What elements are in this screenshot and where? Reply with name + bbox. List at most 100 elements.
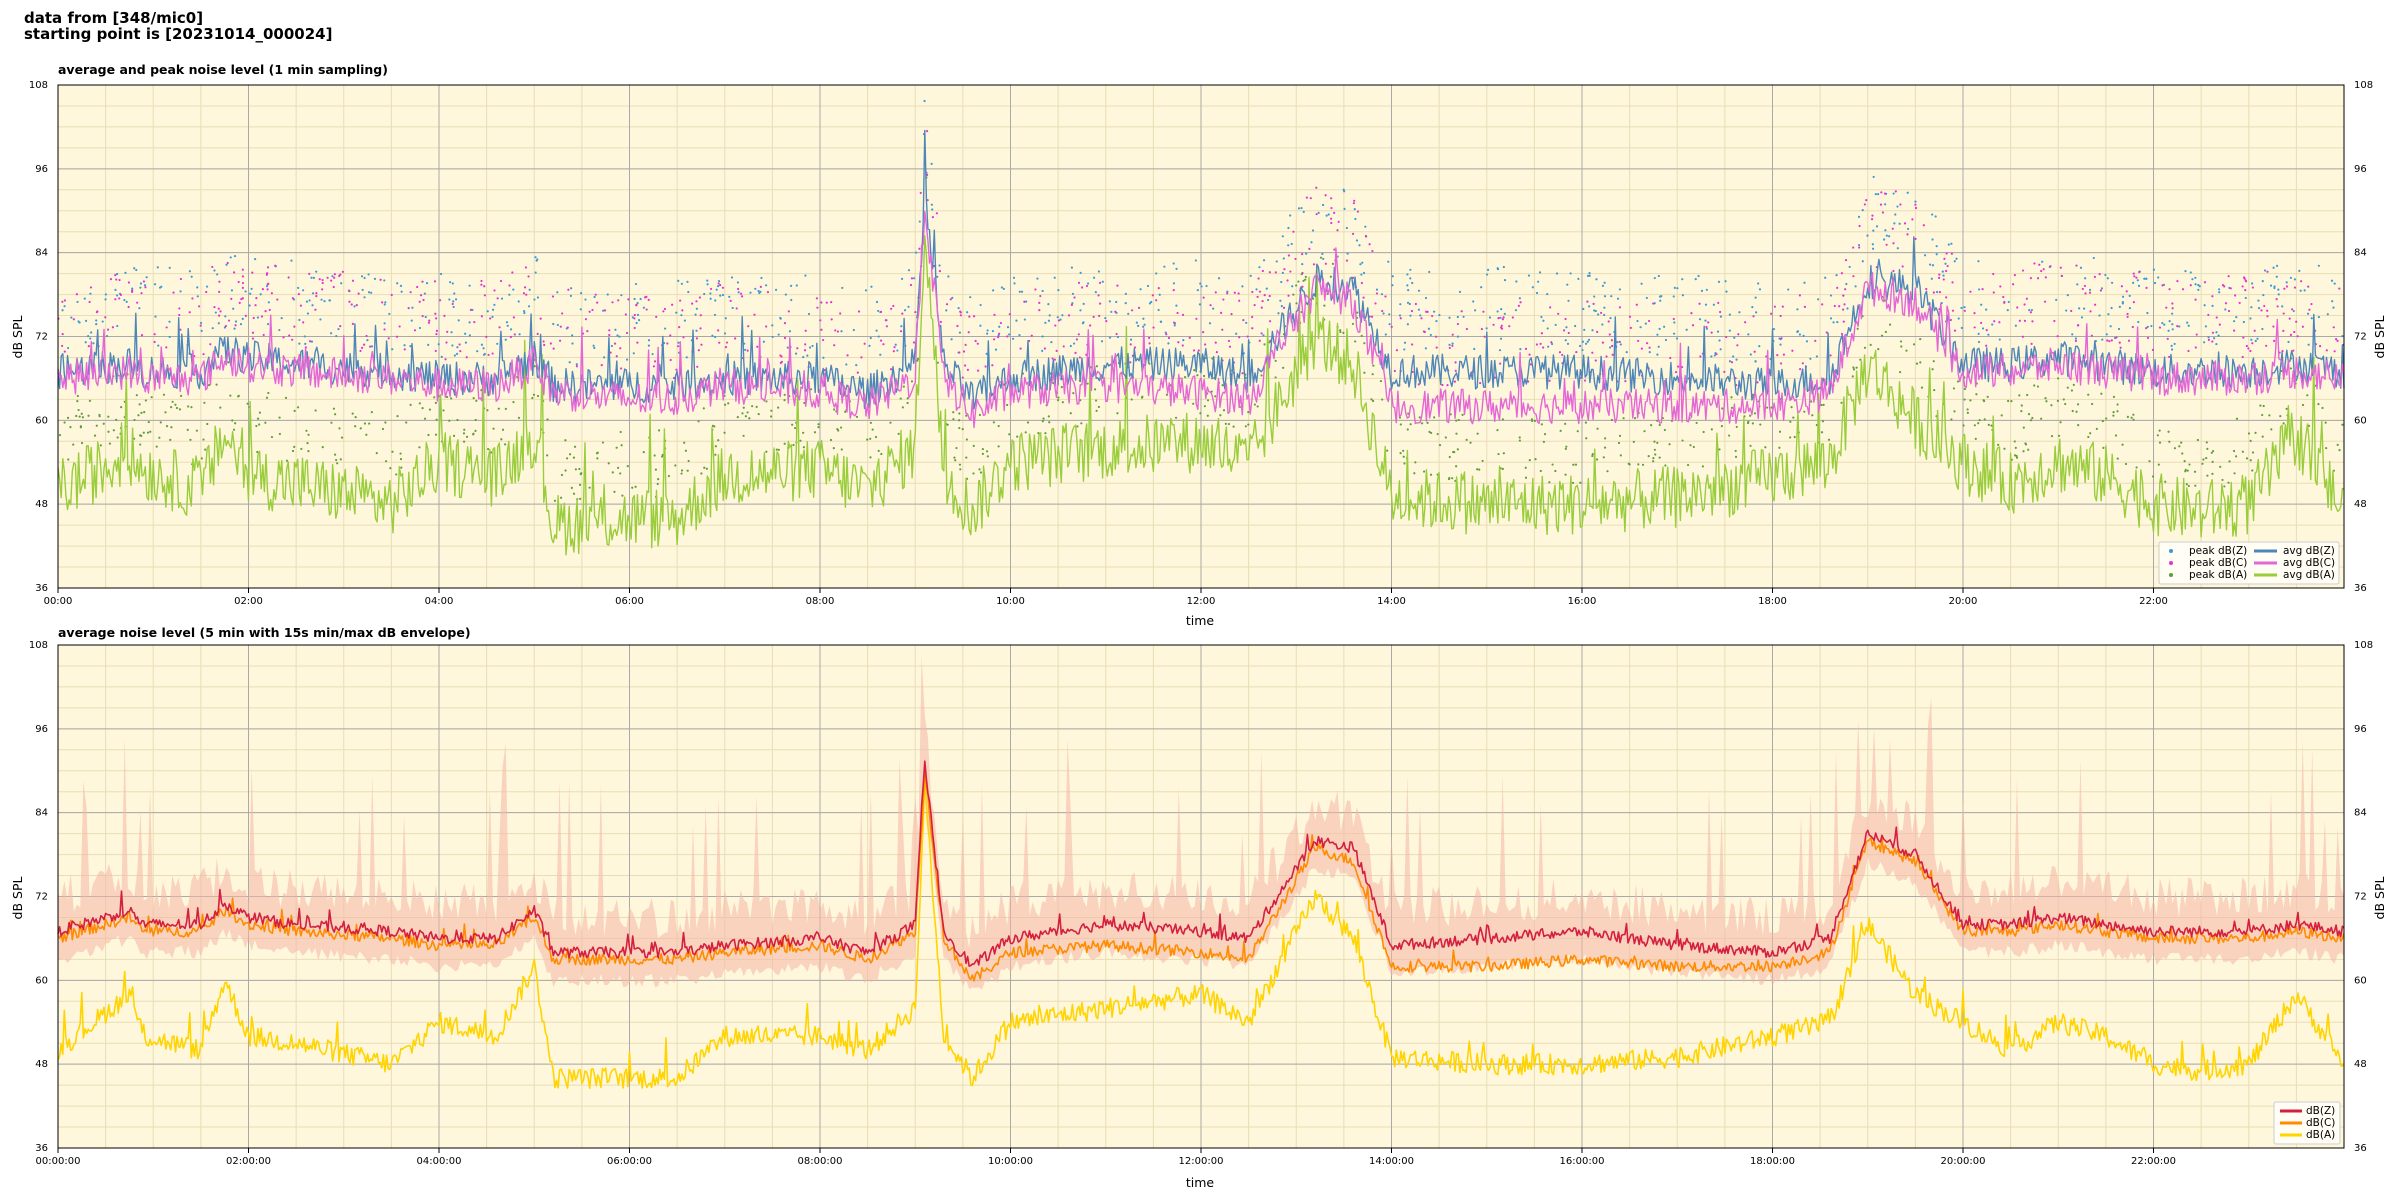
peak-point [1725, 290, 1728, 293]
peak-point [2151, 475, 2155, 478]
peak-point [124, 271, 127, 274]
peak-point [1574, 324, 1577, 328]
peak-point [742, 406, 745, 409]
peak-point [889, 421, 892, 424]
peak-point [462, 440, 466, 443]
peak-point [994, 348, 998, 351]
peak-point [1824, 276, 1827, 279]
peak-point [1500, 308, 1503, 311]
peak-point [508, 293, 511, 296]
peak-point [1759, 423, 1762, 426]
peak-point [2201, 462, 2204, 465]
peak-point [1300, 207, 1303, 210]
peak-point [1251, 315, 1254, 319]
peak-point [178, 307, 181, 310]
peak-point [2281, 349, 2284, 353]
peak-point [885, 325, 889, 328]
peak-point [1409, 277, 1412, 280]
peak-point [435, 329, 438, 332]
peak-point [1454, 369, 1457, 372]
header: data from [348/mic0] starting point is [… [24, 10, 332, 42]
peak-point [1871, 247, 1875, 250]
peak-point [765, 400, 768, 403]
peak-point [476, 350, 479, 353]
peak-point [229, 394, 232, 397]
peak-point [403, 344, 406, 347]
y-tick-label-right: 60 [2354, 975, 2367, 986]
peak-point [1324, 262, 1327, 265]
peak-point [234, 324, 237, 327]
peak-point [2295, 320, 2298, 323]
peak-point [1241, 285, 1244, 288]
peak-point [2301, 325, 2304, 328]
peak-point [2064, 402, 2067, 406]
peak-point [1914, 203, 1917, 206]
peak-point [1129, 338, 1133, 341]
peak-point [381, 427, 385, 431]
peak-point [407, 307, 410, 310]
peak-point [231, 419, 234, 422]
peak-point [2050, 404, 2053, 407]
peak-point [972, 472, 975, 475]
peak-point [1942, 274, 1945, 277]
peak-point [198, 305, 201, 308]
peak-point [903, 309, 907, 312]
peak-point [1710, 331, 1713, 334]
peak-point [2041, 260, 2044, 263]
peak-point [2282, 422, 2285, 425]
peak-point [2076, 283, 2079, 286]
peak-point [1393, 369, 1396, 373]
peak-point [112, 429, 115, 432]
peak-point [1094, 291, 1097, 294]
y-tick-label-left: 72 [35, 892, 48, 903]
peak-point [1039, 294, 1042, 298]
peak-point [1238, 336, 1241, 339]
legend-label: avg dB(Z) [2283, 545, 2335, 557]
peak-point [1012, 276, 1016, 279]
peak-point [2270, 428, 2273, 431]
peak-point [936, 275, 939, 278]
peak-point [1603, 306, 1606, 309]
peak-point [1391, 284, 1394, 287]
peak-point [1345, 226, 1348, 230]
x-tick-label: 16:00 [1568, 596, 1597, 607]
peak-point [422, 298, 425, 302]
peak-point [2117, 327, 2121, 331]
peak-point [792, 443, 795, 447]
peak-point [2171, 302, 2174, 305]
peak-point [1380, 293, 1384, 296]
peak-point [1694, 278, 1697, 281]
peak-point [2272, 266, 2275, 269]
peak-point [284, 396, 288, 399]
peak-point [945, 309, 948, 312]
peak-point [669, 334, 672, 337]
peak-point [265, 285, 269, 288]
peak-point [1953, 260, 1956, 263]
peak-point [542, 340, 545, 343]
peak-point [1226, 292, 1229, 295]
peak-point [1345, 259, 1349, 262]
peak-point [76, 394, 79, 398]
peak-point [489, 317, 492, 320]
peak-point [150, 396, 153, 399]
x-tick-label: 22:00:00 [2131, 1156, 2176, 1167]
peak-point [1668, 443, 1671, 446]
peak-point [1115, 332, 1118, 336]
peak-point [796, 347, 799, 350]
peak-point [645, 308, 648, 311]
peak-point [2121, 301, 2124, 304]
peak-point [215, 383, 218, 386]
peak-point [365, 433, 368, 436]
peak-point [593, 295, 596, 299]
peak-point [179, 328, 182, 331]
peak-point [227, 361, 230, 364]
y-tick-label-right: 108 [2354, 80, 2373, 91]
peak-point [1054, 324, 1057, 327]
legend: dB(Z)dB(C)dB(A) [2273, 1101, 2341, 1145]
x-tick-label: 10:00:00 [988, 1156, 1033, 1167]
peak-point [125, 300, 128, 303]
peak-point [2268, 414, 2271, 417]
peak-point [2012, 283, 2015, 286]
peak-point [1564, 473, 1567, 476]
peak-point [104, 298, 107, 301]
